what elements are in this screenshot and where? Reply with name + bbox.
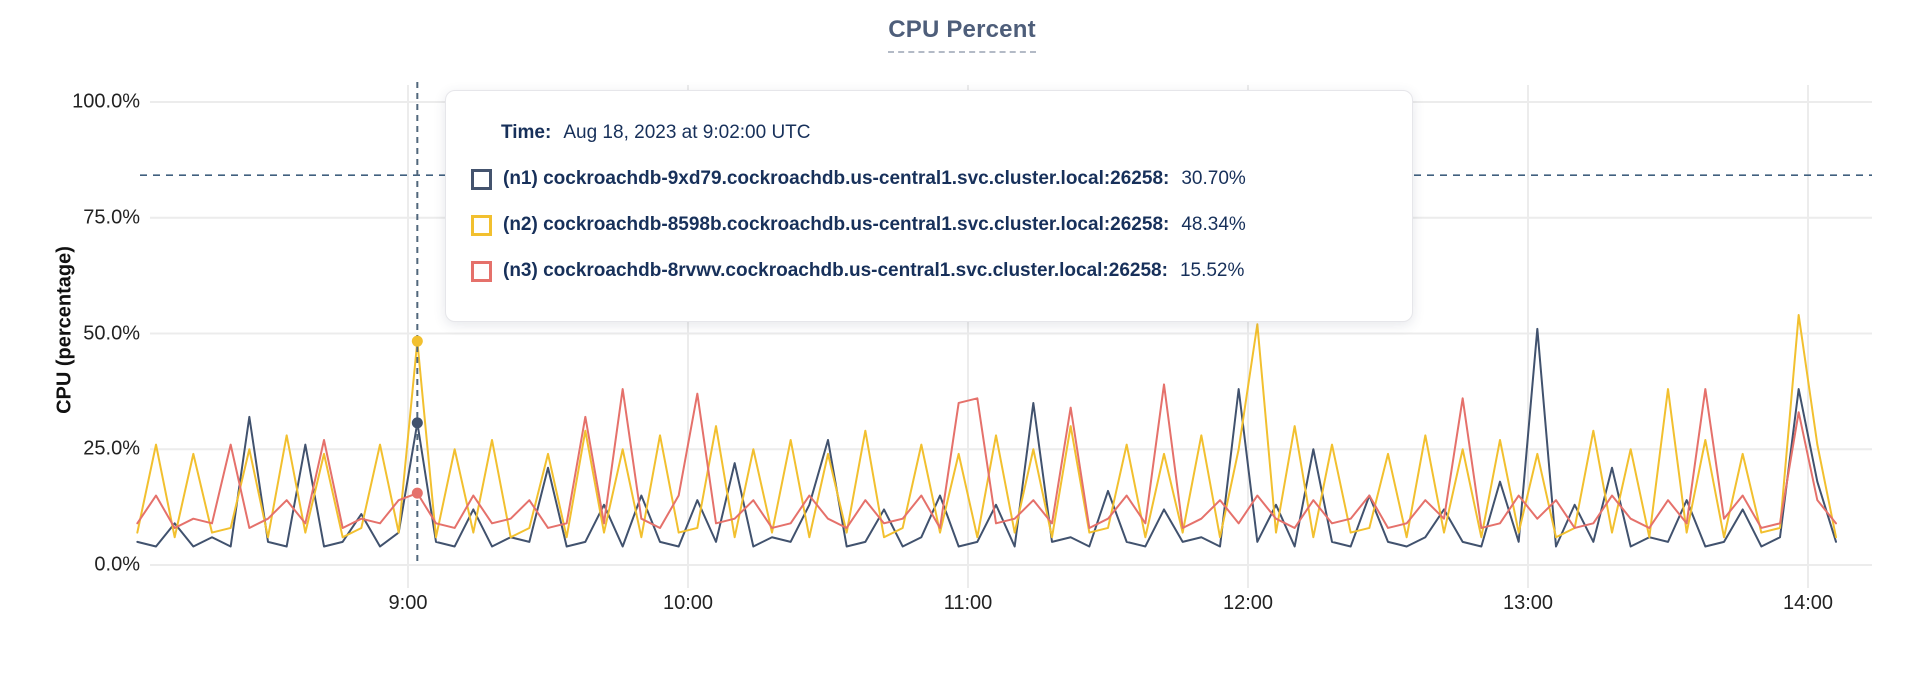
x-tick-label: 10:00 xyxy=(662,592,714,614)
x-tick-label: 13:00 xyxy=(1502,592,1554,614)
legend-row-n3: (n3) cockroachdb-8rvwv.cockroachdb.us-ce… xyxy=(471,257,1412,285)
tooltip-time-value: Aug 18, 2023 at 9:02:00 UTC xyxy=(563,122,811,143)
series-swatch-n2-icon xyxy=(471,214,492,236)
x-tick-label: 12:00 xyxy=(1222,592,1274,614)
tooltip-time-row: Time: Aug 18, 2023 at 9:02:00 UTC xyxy=(501,119,1412,147)
x-tick-label: 14:00 xyxy=(1782,592,1834,614)
legend-label-n3: (n3) cockroachdb-8rvwv.cockroachdb.us-ce… xyxy=(503,260,1168,281)
legend-value-n2: 48.34% xyxy=(1181,214,1246,235)
legend-label-n1: (n1) cockroachdb-9xd79.cockroachdb.us-ce… xyxy=(503,168,1170,189)
series-line-n3 xyxy=(136,383,1837,529)
hovered-point-n3 xyxy=(411,487,423,499)
y-tick-label: 100.0% xyxy=(72,90,140,113)
chart-title: CPU Percent xyxy=(888,16,1036,53)
hovered-point-n2 xyxy=(411,335,423,347)
legend-value-n1: 30.70% xyxy=(1181,168,1246,189)
y-tick-label: 75.0% xyxy=(83,206,140,229)
series-line-n2 xyxy=(136,313,1837,539)
legend-label-n2: (n2) cockroachdb-8598b.cockroachdb.us-ce… xyxy=(503,214,1170,235)
legend-row-n2: (n2) cockroachdb-8598b.cockroachdb.us-ce… xyxy=(471,211,1412,239)
series-line-n1 xyxy=(136,327,1837,548)
series-swatch-n1-icon xyxy=(471,168,492,190)
hover-tooltip: Time: Aug 18, 2023 at 9:02:00 UTC (n1) c… xyxy=(445,90,1413,322)
y-tick-label: 0.0% xyxy=(94,553,140,576)
y-tick-label: 50.0% xyxy=(83,322,140,344)
tooltip-time-label: Time: xyxy=(501,122,552,143)
x-tick-label: 11:00 xyxy=(943,592,993,614)
y-tick-label: 25.0% xyxy=(83,437,140,460)
legend-value-n3: 15.52% xyxy=(1179,260,1245,281)
series-swatch-n3-icon xyxy=(471,260,492,282)
chart-header: CPU Percent xyxy=(0,16,1924,53)
legend-row-n1: (n1) cockroachdb-9xd79.cockroachdb.us-ce… xyxy=(471,165,1412,193)
x-tick-label: 9:00 xyxy=(388,592,428,614)
hovered-point-n1 xyxy=(411,417,423,429)
